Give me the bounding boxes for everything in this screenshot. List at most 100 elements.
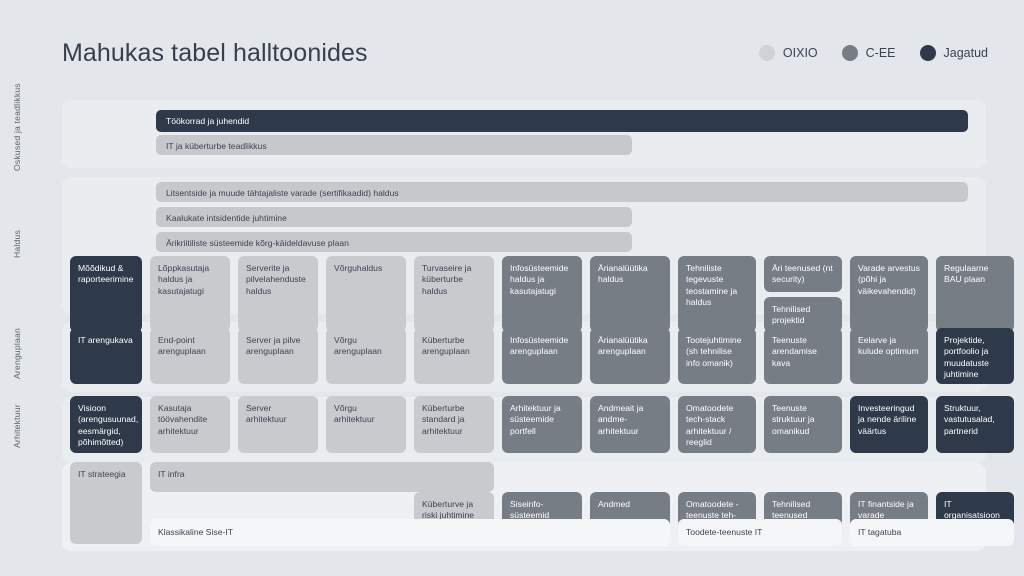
bar-arikriitiliste-susteemide-plaan[interactable]: Ärikriitiliste süsteemide kõrg-käideldav… xyxy=(156,232,632,252)
footer-label: Toodete-teenuste IT xyxy=(686,526,763,537)
card-vorguhaldus[interactable]: Võrguhaldus xyxy=(326,256,406,333)
card-omatoodete-tech-stack-arhitektuur[interactable]: Omatoodete tech-stack arhitektuur / reeg… xyxy=(678,396,756,453)
card-kuberturbe-standard-arhitektuur[interactable]: Küberturbe standard ja arhitektuur xyxy=(414,396,494,453)
card-label: Turvaseire ja küberturbe haldus xyxy=(422,263,472,296)
card-kuberturbe-arenguplaan[interactable]: Küberturbe arenguplaan xyxy=(414,328,494,384)
card-label: Võrgu arhitektuur xyxy=(334,403,375,425)
card-label: Võrguhaldus xyxy=(334,263,383,273)
footer-it-tagatuba[interactable]: IT tagatuba xyxy=(850,519,1014,546)
card-label: Regulaarne BAU plaan xyxy=(944,263,989,285)
card-label: Lõppkasutaja haldus ja kasutajatugi xyxy=(158,263,210,296)
card-row-base: IT strateegia IT infra Küberturve ja ris… xyxy=(70,462,1024,544)
card-label: Tehniliste tegevuste teostamine ja haldu… xyxy=(686,263,738,308)
card-label: Teenuste arendamise kava xyxy=(772,335,817,368)
card-label: Varade arvestus (põhi ja väikevahendid) xyxy=(858,263,920,296)
bar-label: Ärikriitiliste süsteemide kõrg-käideldav… xyxy=(166,238,349,248)
card-infosusteemide-haldus[interactable]: Infosüsteemide haldus ja kasutajatugi xyxy=(502,256,582,333)
card-tehniliste-tegevuste-teostamine[interactable]: Tehniliste tegevuste teostamine ja haldu… xyxy=(678,256,756,333)
card-label: Teenuste struktuur ja omanikud xyxy=(772,403,815,436)
bar-it-ja-kuberturbe-teadlikkus[interactable]: IT ja küberturbe teadlikkus xyxy=(156,135,632,155)
card-server-arhitektuur[interactable]: Server arhitektuur xyxy=(238,396,318,453)
card-turvaseire-kuberturbe-haldus[interactable]: Turvaseire ja küberturbe haldus xyxy=(414,256,494,333)
card-tootejuhtimine[interactable]: Tootejuhtimine (sh tehnilise info omanik… xyxy=(678,328,756,384)
card-teenuste-arendamise-kava[interactable]: Teenuste arendamise kava xyxy=(764,328,842,384)
legend-item-cee: C-EE xyxy=(841,45,896,61)
card-visioon[interactable]: Visioon (arengusuunad, eesmärgid, põhimõ… xyxy=(70,396,142,453)
card-label: IT infra xyxy=(158,469,185,479)
card-label: Tootejuhtimine (sh tehnilise info omanik… xyxy=(686,335,742,368)
card-andmeait-andme-arhitektuur[interactable]: Andmeait ja andme-arhitektuur xyxy=(590,396,670,453)
card-label: Server ja pilve arenguplaan xyxy=(246,335,301,357)
card-label: Andmeait ja andme-arhitektuur xyxy=(598,403,644,436)
card-label: Infosüsteemide arenguplaan xyxy=(510,335,569,357)
row-label-arhitektuur: Arhitektuur xyxy=(12,404,22,448)
footer-label: Klassikaline Sise-IT xyxy=(158,526,233,537)
card-teenuste-struktuur-omanikud[interactable]: Teenuste struktuur ja omanikud xyxy=(764,396,842,453)
card-moodikud-raporteerimine[interactable]: Mõõdikud & raporteerimine xyxy=(70,256,142,333)
card-eelarve-kulude-optimum[interactable]: Eelarve ja kulude optimum xyxy=(850,328,928,384)
card-label: Kasutaja töövahendite arhitektuur xyxy=(158,403,208,436)
card-label: IT strateegia xyxy=(78,469,126,479)
card-label: Infosüsteemide haldus ja kasutajatugi xyxy=(510,263,569,296)
bar-tookorrad-ja-juhendid[interactable]: Töökorrad ja juhendid xyxy=(156,110,968,132)
card-tehnilised-projektid[interactable]: Tehnilised projektid xyxy=(764,296,842,333)
slide-header: Mahukas tabel halltoonides OIXIO C-EE Ja… xyxy=(62,30,988,76)
card-ari-teenused[interactable]: Äri teenused (nt security) xyxy=(764,256,842,292)
card-label: Visioon (arengusuunad, eesmärgid, põhimõ… xyxy=(78,403,139,448)
card-projektide-portfoolio-juhtimine[interactable]: Projektide, portfoolio ja muudatuste juh… xyxy=(936,328,1014,384)
footer-toodete-teenuste-it[interactable]: Toodete-teenuste IT xyxy=(678,519,842,546)
card-arianaluutika-haldus[interactable]: Ärianalüütika haldus xyxy=(590,256,670,333)
card-label: Omatoodete tech-stack arhitektuur / reeg… xyxy=(686,403,734,448)
card-label: End-point arenguplaan xyxy=(158,335,206,357)
card-server-pilve-arenguplaan[interactable]: Server ja pilve arenguplaan xyxy=(238,328,318,384)
bar-kaalukate-intsidentide-juhtimine[interactable]: Kaalukate intsidentide juhtimine xyxy=(156,207,632,227)
legend-item-jagatud: Jagatud xyxy=(919,45,988,61)
card-label: Ärianalüütika haldus xyxy=(598,263,648,285)
card-it-strateegia[interactable]: IT strateegia xyxy=(70,462,142,544)
row-label-haldus: Haldus xyxy=(12,230,22,258)
card-arianaluutika-arenguplaan[interactable]: Ärianalüütika arenguplaan xyxy=(590,328,670,384)
card-serverite-pilvelahenduste-haldus[interactable]: Serverite ja pilvelahenduste haldus xyxy=(238,256,318,333)
row-label-skills: Oskused ja teadlikkus xyxy=(12,83,22,171)
card-infosusteemide-arenguplaan[interactable]: Infosüsteemide arenguplaan xyxy=(502,328,582,384)
card-arhitektuur-susteemide-portfell[interactable]: Arhitektuur ja süsteemide portfell xyxy=(502,396,582,453)
card-vorgu-arenguplaan[interactable]: Võrgu arenguplaan xyxy=(326,328,406,384)
card-label: Serverite ja pilvelahenduste haldus xyxy=(246,263,306,296)
legend: OIXIO C-EE Jagatud xyxy=(758,45,988,61)
card-regulaarne-bau-plaan[interactable]: Regulaarne BAU plaan xyxy=(936,256,1014,333)
legend-swatch-cee xyxy=(841,45,858,61)
card-kasutaja-toovahendite-arhitektuur[interactable]: Kasutaja töövahendite arhitektuur xyxy=(150,396,230,453)
card-label: Eelarve ja kulude optimum xyxy=(858,335,919,357)
legend-swatch-jagatud xyxy=(919,45,936,61)
card-label: Äri teenused (nt security) xyxy=(772,263,833,285)
card-end-point-arenguplaan[interactable]: End-point arenguplaan xyxy=(150,328,230,384)
bar-label: IT ja küberturbe teadlikkus xyxy=(166,141,267,151)
card-vorgu-arhitektuur[interactable]: Võrgu arhitektuur xyxy=(326,396,406,453)
card-varade-arvestus[interactable]: Varade arvestus (põhi ja väikevahendid) xyxy=(850,256,928,333)
card-label: Võrgu arenguplaan xyxy=(334,335,382,357)
card-label: Küberturve ja riski juhtimine xyxy=(422,498,475,520)
bar-label: Kaalukate intsidentide juhtimine xyxy=(166,213,287,223)
card-it-arengukava[interactable]: IT arengukava xyxy=(70,328,142,384)
footer-label: IT tagatuba xyxy=(858,526,902,537)
card-label: IT arengukava xyxy=(78,335,133,345)
legend-label-cee: C-EE xyxy=(865,46,896,60)
card-label: Investeeringud ja nende äriline väärtus xyxy=(858,403,917,436)
bar-litsentside-haldus[interactable]: Litsentside ja muude tähtajaliste varade… xyxy=(156,182,968,202)
card-row-arenguplaan: IT arengukava End-point arenguplaan Serv… xyxy=(70,328,1024,384)
card-it-infra[interactable]: IT infra xyxy=(150,462,494,492)
legend-label-oixio: OIXIO xyxy=(782,46,818,60)
footer-klassikaline-sise-it[interactable]: Klassikaline Sise-IT xyxy=(150,519,670,546)
row-label-arenguplaan: Arenguplaan xyxy=(12,328,22,380)
card-struktuur-vastutusalad-partnerid[interactable]: Struktuur, vastutusalad, partnerid xyxy=(936,396,1014,453)
page-title: Mahukas tabel halltoonides xyxy=(62,38,368,67)
card-label: Server arhitektuur xyxy=(246,403,287,425)
card-loppkasutaja-haldus[interactable]: Lõppkasutaja haldus ja kasutajatugi xyxy=(150,256,230,333)
card-label: Mõõdikud & raporteerimine xyxy=(78,263,134,285)
legend-swatch-oixio xyxy=(758,45,775,61)
card-label: Küberturbe arenguplaan xyxy=(422,335,470,357)
card-investeeringud-ariline-vaartus[interactable]: Investeeringud ja nende äriline väärtus xyxy=(850,396,928,453)
card-label: Ärianalüütika arenguplaan xyxy=(598,335,648,357)
card-stack-ari-tehnilised: Äri teenused (nt security) Tehnilised pr… xyxy=(764,256,842,333)
card-label: Struktuur, vastutusalad, partnerid xyxy=(944,403,995,436)
